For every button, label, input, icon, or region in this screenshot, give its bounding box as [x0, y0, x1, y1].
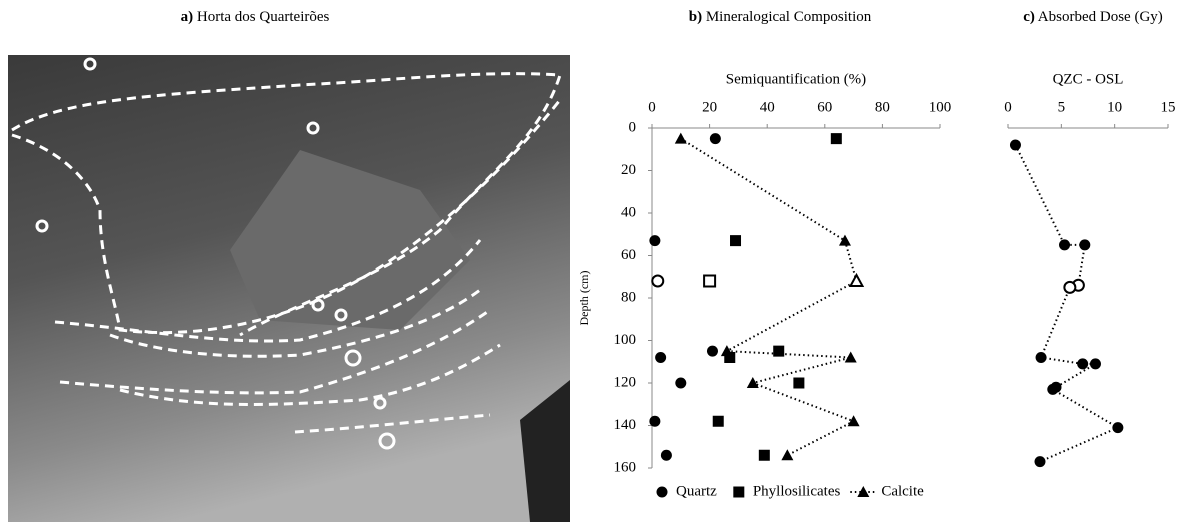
panel-title-text: Horta dos Quarteirões	[197, 9, 330, 25]
x-tick-label: 10	[1107, 99, 1122, 115]
marker	[1034, 456, 1046, 468]
y-tick-label: 40	[621, 204, 636, 220]
marker	[706, 345, 718, 357]
marker	[655, 352, 667, 363]
marker	[781, 449, 794, 461]
series-line	[1014, 144, 1121, 463]
y-tick-label: 60	[621, 247, 636, 263]
panel-label: c)	[1023, 9, 1035, 25]
marker	[1112, 422, 1124, 434]
panel-label: b)	[689, 9, 702, 25]
marker	[649, 415, 661, 427]
panel-title-text: Mineralogical Composition	[706, 9, 872, 25]
marker	[660, 449, 672, 461]
marker	[844, 351, 857, 363]
x-tick-label: 100	[929, 99, 952, 115]
marker	[848, 272, 865, 287]
marker	[730, 235, 742, 247]
y-tick-label: 20	[621, 162, 636, 178]
y-tick-label: 160	[614, 459, 637, 475]
x-tick-label: 5	[1058, 99, 1066, 115]
photo	[8, 55, 570, 522]
panel-title-text: Absorbed Dose (Gy)	[1038, 9, 1163, 25]
legend-label: Phyllosilicates	[753, 483, 841, 499]
x-axis-label: QZC - OSL	[1053, 71, 1124, 87]
marker	[703, 274, 717, 288]
x-tick-label: 0	[648, 99, 656, 115]
marker	[651, 274, 665, 288]
marker	[1035, 352, 1047, 363]
marker	[830, 133, 842, 145]
marker	[733, 486, 745, 498]
marker	[857, 486, 870, 497]
marker	[1047, 383, 1059, 395]
y-tick-label: 120	[614, 374, 637, 390]
marker	[720, 345, 733, 357]
marker	[709, 133, 721, 145]
marker	[1063, 280, 1077, 294]
marker	[1077, 358, 1089, 370]
x-axis-label: Semiquantification (%)	[726, 71, 866, 87]
y-tick-label: 80	[621, 289, 636, 305]
marker	[675, 377, 687, 389]
marker	[847, 415, 860, 427]
panel-title: a) Horta dos Quarteirões	[181, 9, 330, 25]
panel-label: a)	[181, 9, 194, 25]
series-line	[680, 137, 858, 457]
y-axis-label: Depth (cm)	[577, 271, 591, 326]
y-tick-label: 140	[614, 417, 637, 433]
x-tick-label: 20	[702, 99, 717, 115]
marker	[758, 449, 770, 461]
marker	[1079, 239, 1091, 251]
legend-label: Calcite	[881, 483, 924, 499]
marker	[674, 132, 687, 144]
marker	[793, 377, 805, 389]
panel-title: b) Mineralogical Composition	[689, 9, 872, 25]
marker	[1059, 239, 1071, 251]
marker	[838, 234, 851, 246]
marker	[773, 345, 785, 357]
legend-label: Quartz	[676, 483, 717, 499]
marker	[712, 415, 724, 427]
y-tick-label: 100	[614, 332, 637, 348]
x-tick-label: 15	[1161, 99, 1176, 115]
marker	[746, 377, 759, 388]
marker	[649, 235, 661, 247]
marker	[1089, 358, 1101, 370]
x-tick-label: 80	[875, 99, 890, 115]
x-tick-label: 0	[1004, 99, 1012, 115]
x-tick-label: 60	[817, 99, 832, 115]
panel-title: c) Absorbed Dose (Gy)	[1023, 9, 1163, 25]
y-tick-label: 0	[629, 119, 637, 135]
marker	[656, 486, 668, 498]
marker	[1009, 139, 1021, 151]
marker	[724, 352, 736, 363]
x-tick-label: 40	[760, 99, 775, 115]
